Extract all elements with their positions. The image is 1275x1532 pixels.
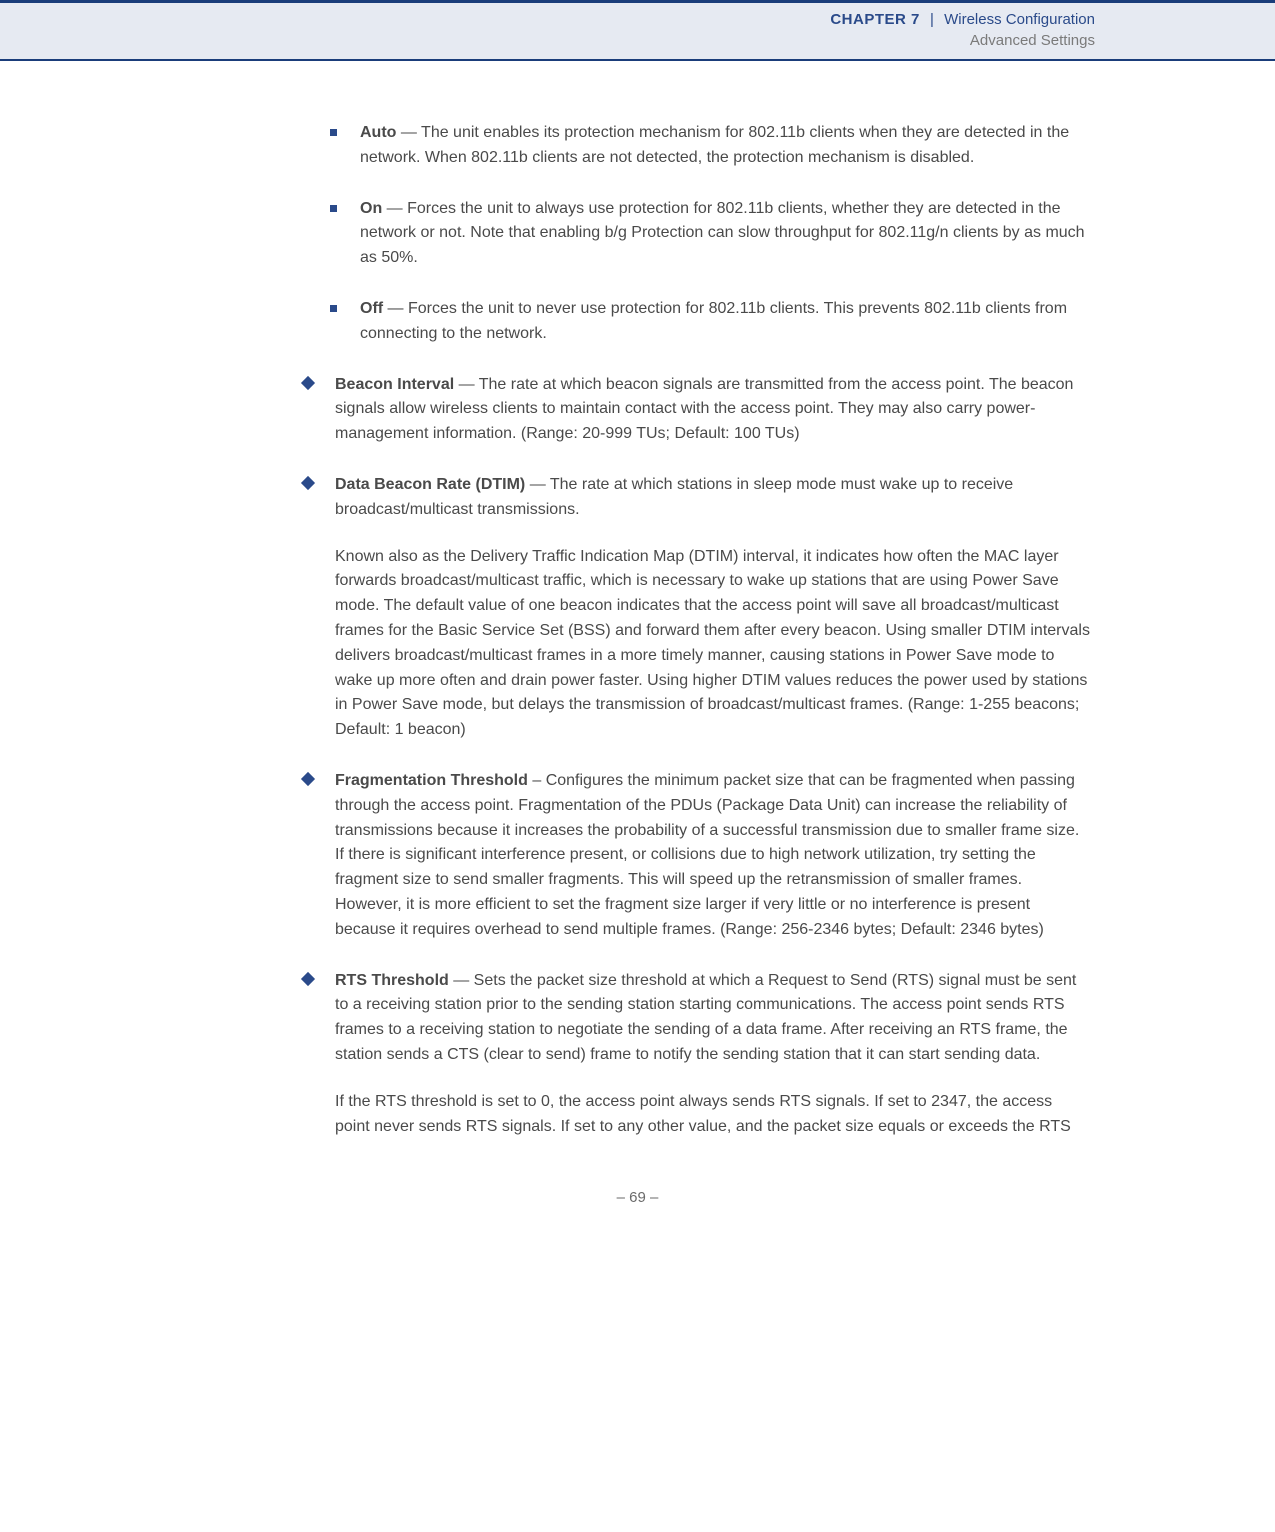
chapter-line: CHAPTER 7 | Wireless Configuration	[0, 9, 1095, 30]
term-off: Off	[360, 300, 383, 317]
list-item: Auto — The unit enables its protection m…	[330, 121, 1090, 171]
list-item: Fragmentation Threshold – Configures the…	[305, 769, 1090, 943]
list-item: On — Forces the unit to always use prote…	[330, 197, 1090, 271]
page-content: Auto — The unit enables its protection m…	[305, 121, 1090, 1139]
settings-list: Beacon Interval — The rate at which beac…	[305, 373, 1090, 1140]
list-item: Off — Forces the unit to never use prote…	[330, 297, 1090, 347]
term-frag: Fragmentation Threshold	[335, 772, 528, 789]
list-item: Beacon Interval — The rate at which beac…	[305, 373, 1090, 447]
desc-frag: – Configures the minimum packet size tha…	[335, 772, 1079, 938]
page-header: CHAPTER 7 | Wireless Configuration Advan…	[0, 0, 1275, 61]
list-item: Data Beacon Rate (DTIM) — The rate at wh…	[305, 473, 1090, 743]
chapter-label: CHAPTER 7	[830, 11, 920, 28]
desc-dtim-para2: Known also as the Delivery Traffic Indic…	[335, 545, 1090, 743]
term-auto: Auto	[360, 124, 396, 141]
page-number: – 69 –	[0, 1189, 1275, 1226]
header-divider: |	[930, 11, 934, 28]
list-item: RTS Threshold — Sets the packet size thr…	[305, 969, 1090, 1140]
term-dtim: Data Beacon Rate (DTIM)	[335, 476, 525, 493]
desc-off: — Forces the unit to never use protectio…	[360, 300, 1067, 342]
desc-rts-para2: If the RTS threshold is set to 0, the ac…	[335, 1090, 1090, 1140]
header-subtitle: Advanced Settings	[0, 30, 1095, 51]
chapter-title: Wireless Configuration	[944, 11, 1095, 28]
desc-on: — Forces the unit to always use protecti…	[360, 200, 1085, 267]
term-beacon: Beacon Interval	[335, 376, 454, 393]
desc-auto: — The unit enables its protection mechan…	[360, 124, 1069, 166]
term-on: On	[360, 200, 382, 217]
protection-mode-list: Auto — The unit enables its protection m…	[330, 121, 1090, 347]
term-rts: RTS Threshold	[335, 972, 449, 989]
